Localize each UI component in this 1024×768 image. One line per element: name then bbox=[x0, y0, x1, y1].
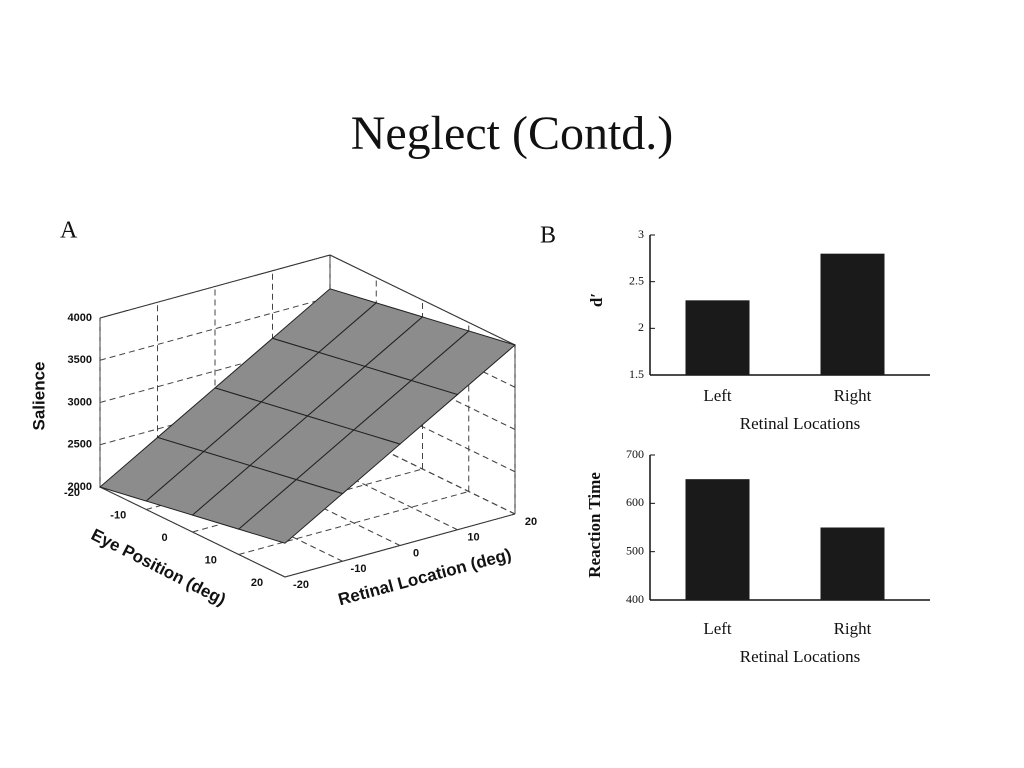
bar bbox=[820, 527, 885, 600]
x-tick-label: 20 bbox=[251, 577, 263, 589]
surface-cell bbox=[237, 479, 344, 544]
x-tick-label: Right bbox=[834, 386, 872, 405]
slide-title: Neglect (Contd.) bbox=[351, 107, 674, 160]
panel-label: B bbox=[540, 223, 556, 249]
y-tick-label: 400 bbox=[626, 592, 644, 606]
z-tick-label: 2500 bbox=[68, 439, 92, 451]
z-axis-title: Salience bbox=[29, 362, 48, 431]
y-tick-label: 500 bbox=[626, 543, 644, 557]
y-tick-label: 1.5 bbox=[629, 367, 644, 381]
x-tick-label: Left bbox=[703, 386, 732, 405]
x-tick-label: Right bbox=[834, 619, 872, 638]
x-tick-label: 0 bbox=[161, 532, 167, 544]
grid-line bbox=[99, 486, 286, 578]
x-tick-label: 10 bbox=[205, 554, 217, 566]
x-axis-title: Retinal Locations bbox=[740, 414, 860, 433]
y-tick-label: 20 bbox=[525, 516, 537, 528]
z-tick-label: 3500 bbox=[68, 354, 92, 366]
bar bbox=[685, 300, 750, 375]
y-axis-title: Reaction Time bbox=[585, 472, 604, 578]
y-tick-label: 700 bbox=[626, 447, 644, 461]
y-tick-label: 2 bbox=[638, 320, 644, 334]
bar bbox=[685, 479, 750, 600]
y-tick-label: 10 bbox=[467, 532, 479, 544]
z-tick-label: 2000 bbox=[68, 481, 92, 493]
y-tick-label: 2.5 bbox=[629, 273, 644, 287]
box-edge bbox=[99, 254, 331, 319]
bar bbox=[820, 253, 885, 375]
x-tick-label: -10 bbox=[110, 509, 126, 521]
y-tick-label: -20 bbox=[293, 579, 309, 591]
y-tick-label: -10 bbox=[351, 563, 367, 575]
x-tick-label: Left bbox=[703, 619, 732, 638]
x-axis-title: Retinal Locations bbox=[740, 647, 860, 666]
y-tick-label: 0 bbox=[413, 547, 419, 559]
panel-label: A bbox=[60, 218, 78, 244]
z-tick-label: 4000 bbox=[68, 312, 92, 324]
z-tick-label: 3000 bbox=[68, 396, 92, 408]
y-tick-label: 600 bbox=[626, 495, 644, 509]
grid-line bbox=[329, 254, 516, 346]
x-tick-label: -20 bbox=[64, 487, 80, 499]
y-axis-title: d′ bbox=[587, 293, 606, 307]
y-tick-label: 3 bbox=[638, 227, 644, 241]
